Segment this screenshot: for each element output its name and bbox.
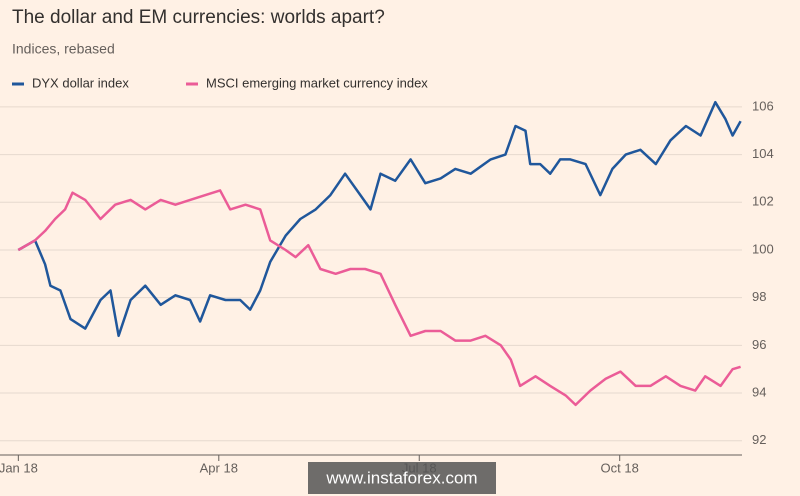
chart-subtitle: Indices, rebased: [12, 41, 115, 57]
watermark: www.instaforex.com: [325, 468, 477, 487]
y-tick-label: 106: [752, 98, 774, 113]
x-tick-label: Apr 18: [200, 460, 238, 475]
series-line: [17, 100, 742, 338]
chart-title: The dollar and EM currencies: worlds apa…: [12, 7, 385, 28]
y-tick-label: 98: [752, 289, 766, 304]
x-tick-label: Jan 18: [0, 460, 38, 475]
legend-label: MSCI emerging market currency index: [206, 75, 428, 90]
y-tick-label: 100: [752, 241, 774, 256]
y-tick-label: 94: [752, 384, 766, 399]
y-tick-label: 102: [752, 194, 774, 209]
watermark-box: [308, 462, 496, 494]
y-tick-label: 92: [752, 432, 766, 447]
legend-label: DYX dollar index: [32, 75, 129, 90]
x-tick-label: Oct 18: [601, 460, 639, 475]
series-line: [17, 189, 741, 407]
y-tick-label: 96: [752, 337, 766, 352]
y-tick-label: 104: [752, 146, 774, 161]
